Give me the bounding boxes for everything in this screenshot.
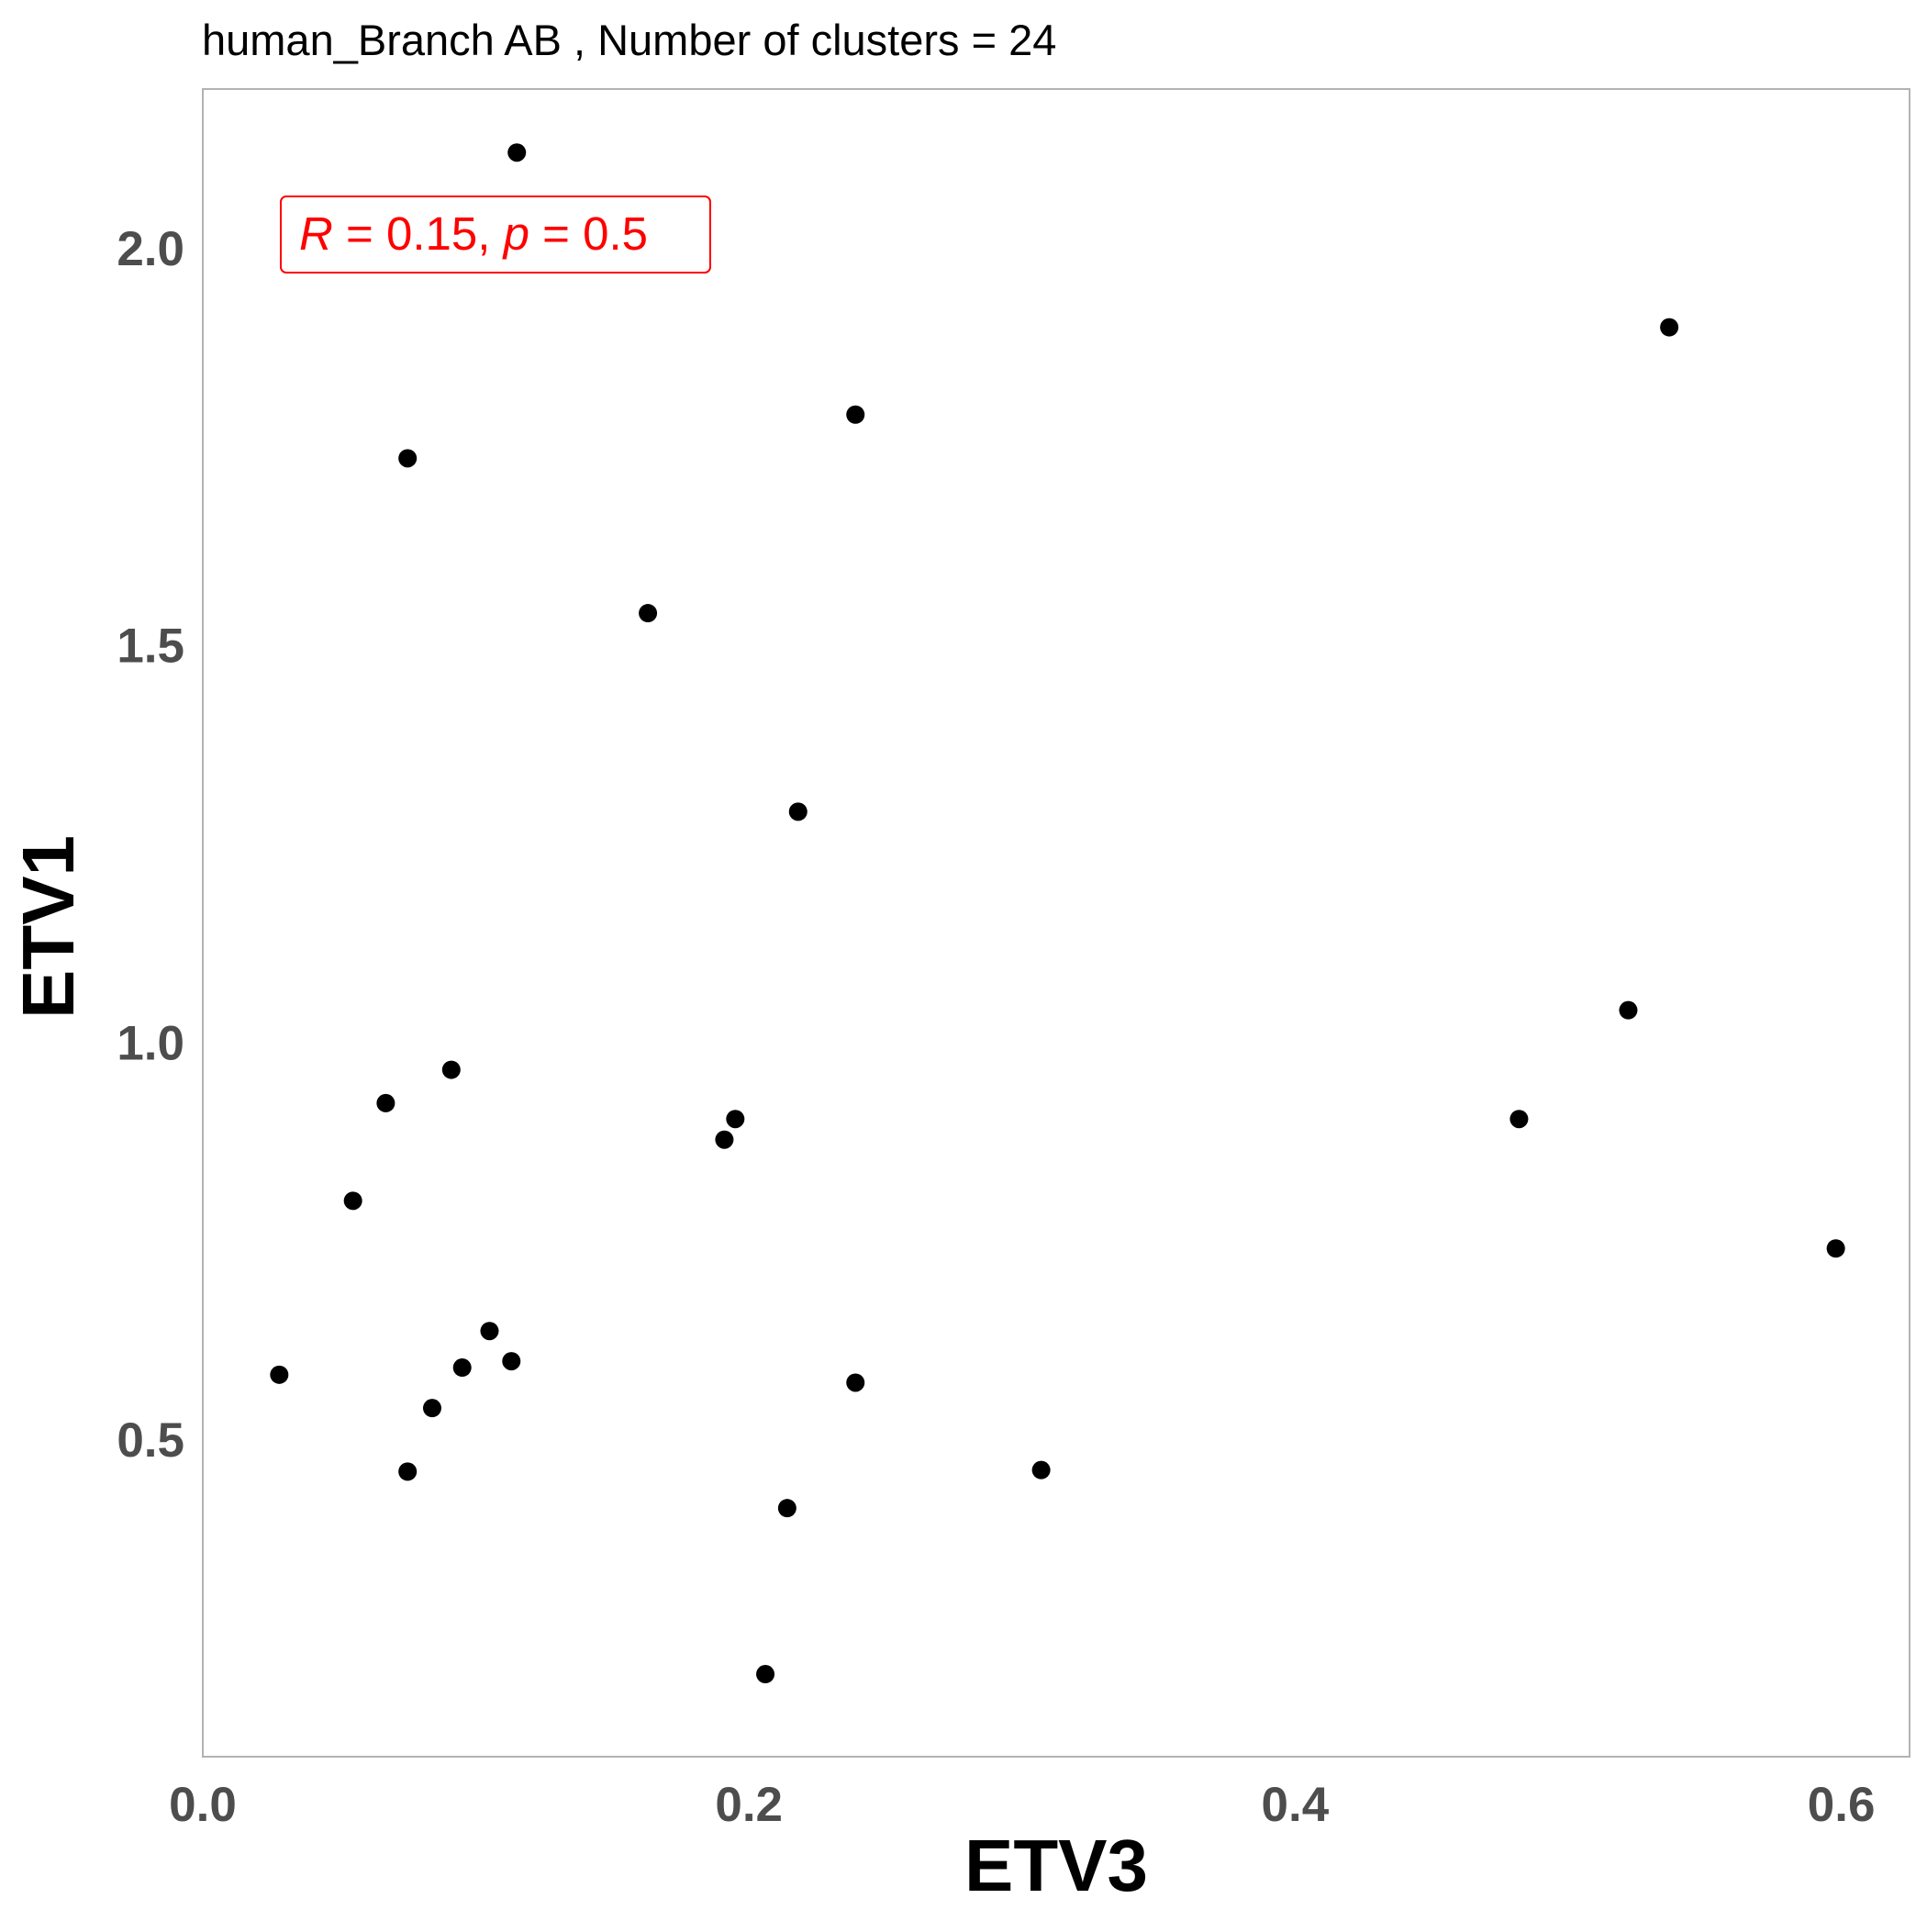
data-point: [1509, 1110, 1529, 1129]
data-point: [1619, 1000, 1638, 1020]
annotation-r-value: = 0.15,: [333, 207, 504, 260]
x-tick-label: 0.6: [1808, 1778, 1876, 1832]
annotation-r-symbol: R: [299, 207, 333, 260]
data-point: [846, 405, 865, 424]
y-tick-label: 1.5: [117, 620, 184, 674]
annotation-box: [280, 195, 711, 274]
data-point: [507, 143, 527, 162]
y-tick-label: 1.0: [117, 1016, 184, 1070]
data-point: [422, 1399, 441, 1418]
chart-title: human_Branch AB , Number of clusters = 2…: [202, 16, 1056, 64]
data-point: [777, 1499, 796, 1518]
x-axis-title: ETV3: [964, 1825, 1148, 1906]
data-point: [270, 1365, 289, 1384]
data-point: [398, 1462, 418, 1481]
x-axis-ticks: 0.0 0.2 0.4 0.6: [169, 1778, 1875, 1832]
data-point: [441, 1060, 461, 1079]
data-point: [502, 1352, 521, 1371]
data-point: [480, 1322, 499, 1341]
data-point: [1660, 318, 1679, 337]
y-tick-label: 0.5: [117, 1413, 184, 1468]
data-point: [376, 1093, 395, 1112]
y-tick-label: 2.0: [117, 222, 184, 276]
y-axis-title: ETV1: [7, 835, 89, 1019]
data-point: [398, 449, 418, 468]
data-point: [726, 1110, 745, 1129]
data-point: [715, 1130, 734, 1149]
data-point: [1826, 1239, 1845, 1258]
x-tick-label: 0.0: [169, 1778, 237, 1832]
plot-panel: [202, 88, 1910, 1758]
correlation-annotation: R = 0.15, p = 0.5: [280, 195, 711, 274]
data-point: [788, 802, 808, 821]
annotation-text: R = 0.15, p = 0.5: [299, 207, 648, 260]
data-point: [343, 1191, 362, 1211]
x-tick-label: 0.4: [1262, 1778, 1330, 1832]
data-point: [756, 1665, 775, 1684]
annotation-p-symbol: p: [502, 207, 529, 260]
data-point: [846, 1373, 865, 1392]
x-tick-label: 0.2: [715, 1778, 783, 1832]
data-point: [639, 604, 658, 623]
data-points: [270, 143, 1845, 1684]
data-point: [1031, 1460, 1051, 1480]
annotation-p-value: = 0.5: [529, 207, 648, 260]
data-point: [452, 1358, 472, 1378]
y-axis-ticks: 0.5 1.0 1.5 2.0: [117, 222, 184, 1468]
